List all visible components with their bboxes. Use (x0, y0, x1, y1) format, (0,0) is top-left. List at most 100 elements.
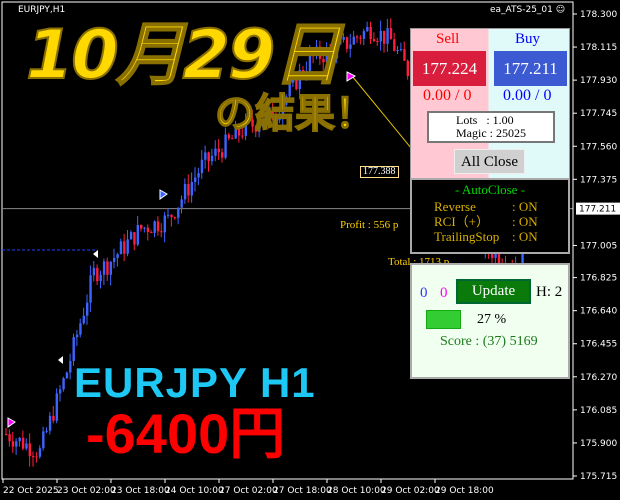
progress-fill (427, 311, 460, 328)
candle-body (62, 378, 65, 390)
pair-title: EURJPY H1 (74, 359, 316, 406)
time-tick-label: 22 Oct 2025 (3, 486, 59, 496)
price-tick-label: 176.270 (580, 373, 617, 383)
time-tick-label: 29 Oct 02:00 (381, 486, 440, 496)
candle-body (305, 71, 308, 75)
candle-body (254, 126, 258, 132)
candle-body (109, 261, 113, 275)
all-close-button[interactable]: All Close (454, 149, 525, 174)
line-price-label: 177.388 (360, 166, 399, 178)
candle-body (129, 232, 133, 240)
time-tick-label: 29 Oct 18:00 (435, 486, 494, 496)
candle-body (497, 251, 501, 265)
candle-body (356, 36, 359, 38)
price-tick-label: 177.930 (580, 76, 617, 86)
trailingstop-toggle[interactable]: : ON (512, 229, 538, 244)
price-tick-label: 176.085 (580, 406, 617, 416)
candle-body (349, 44, 352, 49)
candle-body (183, 184, 187, 200)
candle-body (55, 393, 59, 421)
candle-body (89, 275, 92, 303)
symbol-label: EURJPY,H1 (18, 5, 66, 15)
buy-arrow-icon (159, 189, 168, 200)
candle-body (82, 315, 86, 324)
buy-button[interactable]: 177.211 (494, 51, 567, 86)
candle-body (359, 37, 362, 39)
candle-body (335, 44, 339, 59)
score-label: Score : (37) 5169 (440, 334, 538, 349)
magic-value: Magic : 25025 (456, 126, 526, 140)
candle-body (123, 241, 126, 254)
candle-body (494, 251, 497, 258)
candle-body (25, 443, 28, 449)
candle-body (113, 258, 116, 262)
sell-arrow-icon (346, 71, 357, 82)
candle-body (96, 267, 99, 282)
autoclose-panel: - AutoClose - Reverse RCI（+） TrailingSto… (410, 178, 570, 254)
candle-body (42, 431, 45, 449)
candle-body (268, 107, 271, 113)
time-tick-label: 23 Oct 02:00 (57, 486, 116, 496)
rci-label: RCI（+） (434, 214, 490, 229)
rci-toggle[interactable]: : ON (512, 214, 538, 229)
candle-body (288, 82, 291, 97)
price-tick-label: 176.455 (580, 340, 617, 350)
candle-body (163, 215, 167, 233)
trailingstop-label: TrailingStop (434, 229, 500, 244)
autoclose-title: - AutoClose - (454, 182, 526, 197)
buy-header: Buy (515, 31, 541, 47)
result-title: の結果！ (214, 91, 376, 137)
candle-body (281, 104, 285, 118)
reverse-label: Reverse (434, 199, 476, 214)
candle-body (102, 261, 106, 275)
candle-body (106, 261, 109, 275)
candle-body (79, 323, 82, 335)
candle-body (362, 31, 366, 39)
price-tick-label: 175.715 (580, 472, 617, 482)
candle-body (28, 443, 32, 457)
candle-body (234, 126, 237, 139)
candle-body (278, 117, 281, 121)
profit-loss-title: -6400円 (86, 402, 286, 465)
candle-body (275, 120, 278, 122)
candle-body (302, 69, 305, 75)
sell-arrow-icon (7, 417, 16, 428)
price-tick-label: 177.375 (580, 175, 617, 185)
update-button[interactable]: Update (456, 279, 531, 304)
candle-body (11, 441, 15, 447)
close-arrow-icon (58, 356, 63, 364)
candle-body (99, 274, 102, 282)
candle-body (214, 148, 217, 156)
candle-body (224, 134, 227, 158)
close-arrow-icon (93, 250, 98, 258)
price-tick-label: 175.900 (580, 439, 617, 449)
candle-body (241, 135, 244, 137)
candle-body (170, 214, 173, 218)
lots-box: Lots : 1.00 Magic : 25025 (427, 111, 555, 143)
candle-body (386, 28, 389, 44)
candle-body (92, 267, 96, 276)
candle-body (396, 49, 399, 51)
candle-body (59, 389, 62, 394)
smiley-icon: ☺ (555, 5, 566, 15)
ea-label: ea_ATS-25_01 ☺ (490, 5, 565, 15)
candle-body (160, 231, 163, 233)
sell-button[interactable]: 177.224 (413, 51, 486, 86)
candle-body (5, 434, 8, 435)
candle-body (8, 434, 11, 442)
status-panel: 0 0 Update H: 2 27 % Score : (37) 5169 (410, 263, 570, 379)
candle-body (264, 112, 268, 124)
candle-body (146, 227, 150, 233)
reverse-toggle[interactable]: : ON (512, 199, 538, 214)
candle-body (271, 107, 275, 121)
sell-position: 0.00 / 0 (423, 87, 472, 104)
profit-label: Profit : 556 p (340, 219, 399, 231)
price-tick-label: 176.640 (580, 307, 617, 317)
candle-body (491, 250, 494, 258)
candle-body (389, 28, 393, 40)
candle-body (342, 37, 345, 40)
price-tick-label: 178.115 (580, 43, 617, 53)
progress-text: 27 % (477, 312, 507, 327)
price-tick-label: 177.005 (580, 241, 617, 251)
candle-body (372, 39, 376, 42)
